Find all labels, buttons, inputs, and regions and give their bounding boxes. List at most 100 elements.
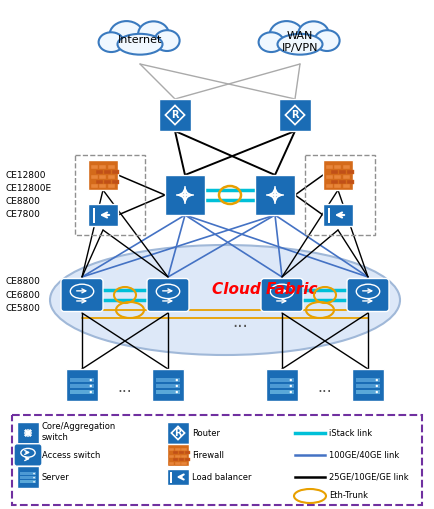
Ellipse shape: [375, 385, 378, 387]
Ellipse shape: [259, 32, 284, 52]
FancyBboxPatch shape: [91, 175, 98, 179]
Text: Access switch: Access switch: [42, 450, 100, 460]
FancyBboxPatch shape: [20, 472, 36, 475]
Ellipse shape: [176, 385, 178, 387]
FancyBboxPatch shape: [352, 369, 384, 401]
Ellipse shape: [289, 391, 292, 393]
Ellipse shape: [176, 379, 178, 381]
Text: ...: ...: [318, 380, 332, 394]
FancyBboxPatch shape: [323, 204, 353, 226]
FancyBboxPatch shape: [99, 175, 106, 179]
Ellipse shape: [375, 391, 378, 393]
FancyBboxPatch shape: [70, 378, 94, 382]
FancyBboxPatch shape: [175, 448, 181, 450]
FancyBboxPatch shape: [279, 99, 311, 131]
FancyBboxPatch shape: [347, 278, 389, 312]
Text: 100GE/40GE link: 100GE/40GE link: [329, 450, 399, 460]
FancyBboxPatch shape: [266, 369, 298, 401]
Ellipse shape: [289, 379, 292, 381]
Text: CE12800
CE12800E
CE8800
CE7800: CE12800 CE12800E CE8800 CE7800: [5, 171, 51, 219]
FancyBboxPatch shape: [12, 415, 422, 505]
Text: R: R: [174, 428, 182, 438]
FancyBboxPatch shape: [339, 170, 346, 174]
FancyBboxPatch shape: [156, 378, 180, 382]
Ellipse shape: [118, 34, 162, 54]
Ellipse shape: [33, 477, 35, 478]
FancyBboxPatch shape: [184, 451, 190, 454]
FancyBboxPatch shape: [104, 180, 111, 184]
FancyBboxPatch shape: [104, 170, 111, 174]
FancyBboxPatch shape: [169, 462, 174, 465]
FancyBboxPatch shape: [91, 184, 98, 188]
FancyBboxPatch shape: [255, 175, 295, 215]
Text: ...: ...: [232, 313, 248, 331]
FancyBboxPatch shape: [70, 390, 94, 394]
FancyBboxPatch shape: [181, 462, 187, 465]
Ellipse shape: [270, 21, 304, 50]
FancyBboxPatch shape: [261, 278, 303, 312]
FancyBboxPatch shape: [156, 384, 180, 388]
FancyBboxPatch shape: [92, 208, 95, 222]
FancyBboxPatch shape: [108, 184, 115, 188]
FancyBboxPatch shape: [20, 476, 36, 479]
FancyBboxPatch shape: [270, 390, 294, 394]
Ellipse shape: [298, 21, 329, 46]
Text: Cloud Fabric: Cloud Fabric: [212, 282, 318, 297]
FancyBboxPatch shape: [342, 165, 350, 169]
FancyBboxPatch shape: [108, 165, 115, 169]
FancyBboxPatch shape: [156, 390, 180, 394]
FancyBboxPatch shape: [167, 469, 189, 485]
FancyBboxPatch shape: [356, 378, 380, 382]
FancyBboxPatch shape: [20, 480, 36, 484]
Ellipse shape: [89, 391, 92, 393]
FancyBboxPatch shape: [334, 165, 342, 169]
FancyBboxPatch shape: [17, 466, 39, 488]
Text: ...: ...: [118, 380, 132, 394]
FancyBboxPatch shape: [178, 451, 184, 454]
FancyBboxPatch shape: [112, 180, 119, 184]
FancyBboxPatch shape: [147, 278, 189, 312]
FancyBboxPatch shape: [88, 204, 118, 226]
FancyBboxPatch shape: [169, 455, 174, 458]
FancyBboxPatch shape: [167, 422, 189, 444]
FancyBboxPatch shape: [326, 184, 333, 188]
FancyBboxPatch shape: [167, 444, 189, 466]
Text: Firewall: Firewall: [192, 450, 224, 460]
Ellipse shape: [33, 473, 35, 474]
FancyBboxPatch shape: [181, 455, 187, 458]
Ellipse shape: [277, 34, 322, 54]
FancyBboxPatch shape: [99, 184, 106, 188]
Text: CE8800
CE6800
CE5800: CE8800 CE6800 CE5800: [5, 277, 40, 313]
Text: 25GE/10GE/GE link: 25GE/10GE/GE link: [329, 472, 409, 482]
FancyBboxPatch shape: [184, 459, 190, 461]
FancyBboxPatch shape: [14, 444, 42, 466]
FancyBboxPatch shape: [331, 180, 338, 184]
FancyBboxPatch shape: [331, 170, 338, 174]
Text: Router: Router: [192, 429, 220, 438]
FancyBboxPatch shape: [95, 170, 103, 174]
FancyBboxPatch shape: [70, 384, 94, 388]
FancyBboxPatch shape: [342, 184, 350, 188]
FancyBboxPatch shape: [347, 180, 354, 184]
FancyBboxPatch shape: [66, 369, 98, 401]
FancyBboxPatch shape: [334, 184, 342, 188]
FancyBboxPatch shape: [112, 170, 119, 174]
FancyBboxPatch shape: [328, 208, 330, 222]
FancyBboxPatch shape: [334, 175, 342, 179]
FancyBboxPatch shape: [347, 170, 354, 174]
Ellipse shape: [89, 385, 92, 387]
Text: WAN
IP/VPN: WAN IP/VPN: [282, 31, 318, 53]
FancyBboxPatch shape: [178, 459, 184, 461]
Ellipse shape: [314, 30, 339, 51]
FancyBboxPatch shape: [323, 160, 353, 190]
Text: Internet: Internet: [118, 35, 162, 45]
Ellipse shape: [375, 379, 378, 381]
FancyBboxPatch shape: [326, 175, 333, 179]
Text: Server: Server: [42, 472, 70, 482]
FancyBboxPatch shape: [61, 278, 103, 312]
FancyBboxPatch shape: [270, 384, 294, 388]
FancyBboxPatch shape: [172, 459, 178, 461]
FancyBboxPatch shape: [339, 180, 346, 184]
FancyBboxPatch shape: [169, 448, 174, 450]
Ellipse shape: [289, 385, 292, 387]
